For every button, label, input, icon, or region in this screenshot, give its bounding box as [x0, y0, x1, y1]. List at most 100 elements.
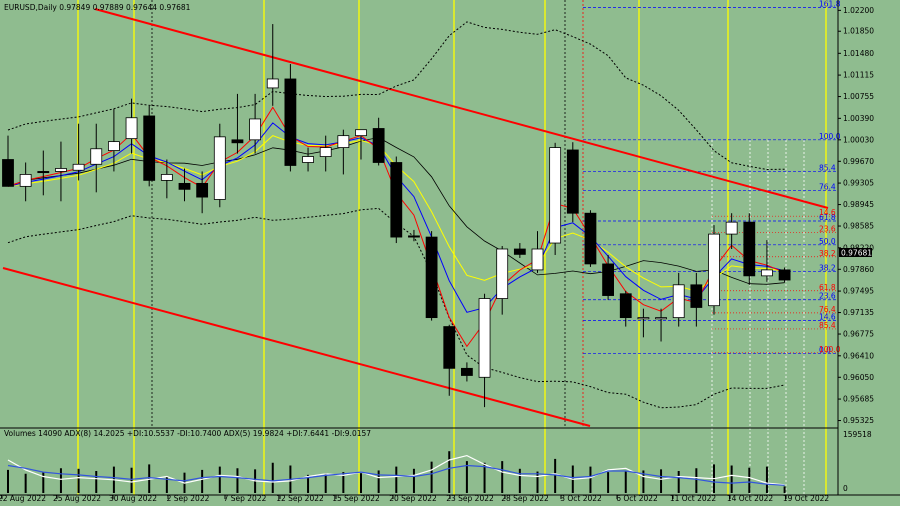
candle-body	[584, 212, 597, 265]
date-tick-label: 2 Sep 2022	[167, 494, 210, 503]
price-tick-label: 0.96050	[843, 373, 874, 382]
candle-body	[690, 284, 703, 308]
adx-main-line	[7, 464, 785, 486]
price-tick-label: 0.98945	[843, 200, 874, 209]
candle-body	[655, 317, 667, 320]
candle-body	[160, 174, 173, 181]
candle-body	[355, 129, 367, 137]
fib-blue-label: 23.6	[819, 292, 836, 301]
fib-blue-label: 0.0	[819, 345, 831, 354]
candle-body	[443, 326, 456, 369]
fib-red-label: 100.0	[819, 345, 841, 354]
candle-body	[408, 235, 420, 238]
candle-body	[37, 171, 50, 174]
price-tick-label: 1.01115	[843, 71, 874, 80]
candle-body	[319, 147, 332, 157]
candle-body	[761, 269, 773, 277]
price-tick-label: 0.98220	[843, 243, 874, 252]
price-tick-label: 0.95325	[843, 416, 874, 425]
price-axis: 1.02200 1.01850 1.01480 1.01115 1.00755 1.003…	[838, 6, 874, 493]
fib-blue-label: 38.2	[819, 264, 836, 273]
fib-red-label: 61.8	[819, 283, 836, 292]
candle-body	[478, 298, 491, 378]
price-tick-label: 1.01480	[843, 49, 874, 58]
indicator-header: Volumes 14090 ADX(8) 14.2025 +DI:10.5537…	[4, 429, 371, 438]
date-tick-label: 28 Sep 2022	[501, 494, 549, 503]
candle-body	[143, 115, 156, 181]
fib-red-label: 85.4	[819, 321, 836, 330]
candle-body	[125, 117, 138, 140]
candle-body	[178, 182, 191, 190]
candle-body	[90, 148, 103, 165]
bollinger-upper	[7, 21, 785, 171]
candle-body	[602, 263, 614, 296]
time-axis: 22 Aug 2022 25 Aug 2022 30 Aug 2022 2 Sep 2…	[0, 494, 829, 503]
date-tick-label: 25 Aug 2022	[53, 494, 101, 503]
date-tick-label: 7 Sep 2022	[224, 494, 267, 503]
date-tick-label: 20 Sep 2022	[389, 494, 437, 503]
candle-body	[372, 128, 385, 163]
price-tick-label: 0.97860	[843, 265, 874, 274]
date-tick-label: 23 Sep 2022	[446, 494, 494, 503]
adx-signal-line	[7, 454, 785, 486]
candle-body	[108, 141, 120, 151]
price-tick-label: 1.00390	[843, 114, 874, 123]
candle-body	[249, 118, 262, 141]
volume-tick-label: 0	[843, 484, 848, 493]
date-tick-label: 15 Sep 2022	[332, 494, 380, 503]
fib-blue-label: 85.4	[819, 163, 836, 172]
candle-body	[337, 135, 350, 148]
candle-body	[266, 78, 279, 89]
date-tick-label: 11 Oct 2022	[670, 494, 717, 503]
candles	[2, 24, 791, 408]
candle-body	[231, 139, 244, 144]
candle-body	[19, 174, 32, 187]
volume-bars	[7, 451, 786, 493]
fib-blue-label: 76.4	[819, 183, 836, 192]
fib-blue-label: 61.8	[819, 213, 836, 222]
candle-body	[213, 136, 226, 200]
fib-red-label: 23.6	[819, 224, 836, 233]
fibonacci-labels: 161.8 100.0 85.4 76.4 61.8 50.0 38.2 23.6 14.6 0.…	[819, 0, 841, 354]
current-price-box	[839, 248, 872, 257]
candle-body	[496, 248, 509, 299]
candle-body	[284, 78, 297, 166]
candle-body	[619, 293, 632, 319]
date-tick-label: 22 Aug 2022	[0, 494, 46, 503]
candle-body	[725, 221, 738, 235]
candle-body	[549, 147, 562, 244]
symbol-header: EURUSD,Daily 0.97849 0.97889 0.97644 0.9…	[4, 3, 191, 12]
candle-body	[72, 163, 85, 171]
price-tick-label: 0.98585	[843, 222, 874, 231]
candle-body	[743, 221, 756, 277]
price-tick-label: 0.96410	[843, 351, 874, 360]
candle-body	[708, 233, 720, 307]
fib-red-label: 76.4	[819, 305, 836, 314]
price-tick-label: 1.02200	[843, 6, 874, 15]
fib-blue-label: 100.0	[819, 132, 841, 141]
date-tick-label: 14 Oct 2022	[727, 494, 774, 503]
candle-body	[55, 168, 67, 172]
period-separators	[77, 0, 827, 495]
upper-trendline	[94, 8, 829, 209]
price-tick-label: 0.99670	[843, 157, 874, 166]
candle-body	[672, 284, 685, 319]
price-tick-label: 0.95685	[843, 395, 874, 404]
lower-trendline	[2, 267, 591, 427]
date-tick-label: 6 Oct 2022	[616, 494, 658, 503]
date-tick-label: 12 Sep 2022	[276, 494, 324, 503]
candle-body	[566, 149, 579, 214]
candle-body	[196, 182, 209, 198]
candle-body	[460, 367, 473, 376]
price-tick-label: 1.01850	[843, 27, 874, 36]
candle-body	[513, 248, 526, 255]
price-tick-label: 0.99305	[843, 179, 874, 188]
date-tick-label: 30 Aug 2022	[109, 494, 157, 503]
fib-red-label: 14.6	[819, 208, 836, 217]
candle-body	[390, 162, 403, 238]
candle-body	[531, 248, 544, 271]
volume-tick-label: 159518	[843, 430, 872, 439]
candle-body	[425, 236, 438, 319]
current-price-label: 0.97681	[841, 249, 872, 258]
